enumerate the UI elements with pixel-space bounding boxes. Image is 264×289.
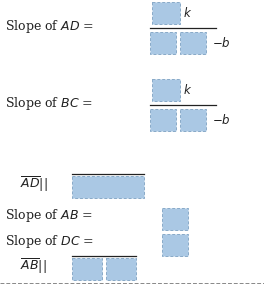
Text: $-b$: $-b$ xyxy=(212,113,231,127)
Text: Slope of $\mathit{AD}$ =: Slope of $\mathit{AD}$ = xyxy=(5,18,94,35)
Bar xyxy=(162,234,188,256)
Bar xyxy=(180,32,206,54)
Text: Slope of $\mathit{DC}$ =: Slope of $\mathit{DC}$ = xyxy=(5,233,94,250)
Bar xyxy=(152,79,180,101)
Text: Slope of $\mathit{AB}$ =: Slope of $\mathit{AB}$ = xyxy=(5,207,93,224)
Text: $\overline{\mathit{AB}}$||: $\overline{\mathit{AB}}$|| xyxy=(20,257,47,276)
Text: $k$: $k$ xyxy=(183,6,192,20)
Bar xyxy=(72,258,102,280)
Text: Slope of $\mathit{BC}$ =: Slope of $\mathit{BC}$ = xyxy=(5,95,93,112)
Bar xyxy=(150,109,176,131)
Text: $k$: $k$ xyxy=(183,83,192,97)
Bar xyxy=(180,109,206,131)
Bar xyxy=(72,176,144,198)
Text: $-b$: $-b$ xyxy=(212,36,231,50)
Bar xyxy=(152,2,180,24)
Bar xyxy=(150,32,176,54)
Bar xyxy=(162,208,188,230)
Text: $\overline{\mathit{AD}}$||: $\overline{\mathit{AD}}$|| xyxy=(20,175,48,194)
Bar xyxy=(106,258,136,280)
